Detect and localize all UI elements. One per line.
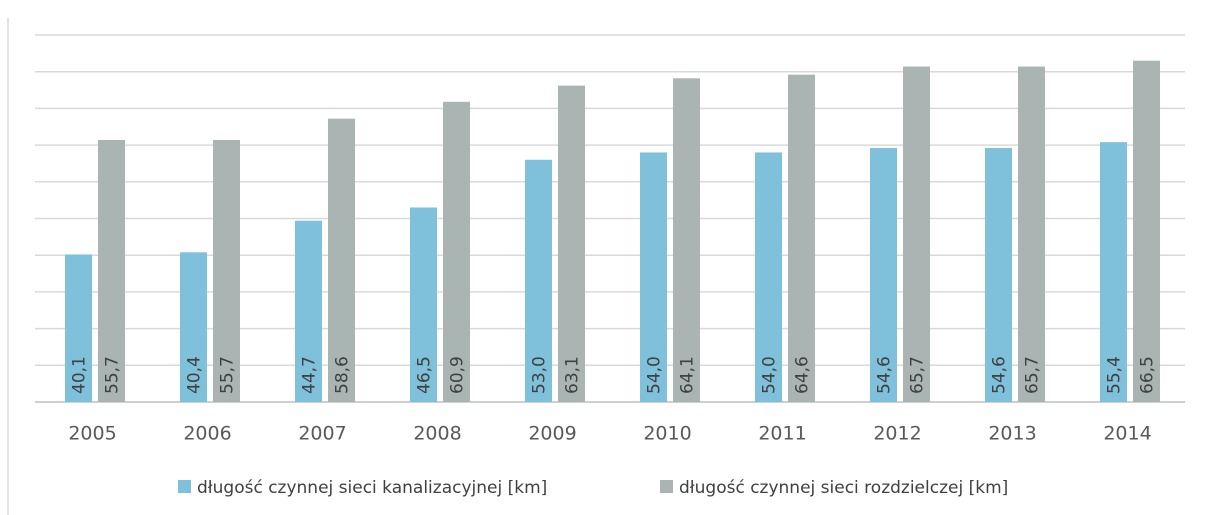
bar — [98, 139, 125, 402]
bar — [1133, 60, 1160, 402]
x-tick-label: 2008 — [413, 423, 461, 445]
legend-swatch — [660, 480, 673, 493]
x-tick-label: 2009 — [528, 423, 576, 445]
value-label: 64,1 — [678, 356, 698, 394]
value-label: 66,5 — [1138, 356, 1158, 394]
bar — [640, 152, 667, 402]
value-label: 44,7 — [300, 356, 320, 394]
value-label: 54,6 — [875, 356, 895, 394]
bar — [985, 148, 1012, 402]
legend-label: długość czynnej sieci kanalizacyjnej [km… — [197, 478, 547, 498]
x-tick-label: 2007 — [298, 423, 346, 445]
bar — [180, 252, 207, 402]
x-tick-label: 2006 — [183, 423, 231, 445]
bar — [788, 74, 815, 403]
bar — [213, 139, 240, 402]
x-tick-label: 2011 — [758, 423, 806, 445]
x-tick-label: 2005 — [68, 423, 116, 445]
value-label: 46,5 — [415, 356, 435, 394]
bar — [295, 220, 322, 402]
value-label: 64,6 — [793, 356, 813, 394]
value-label: 55,7 — [218, 356, 238, 394]
bar — [903, 66, 930, 402]
legend-swatch — [178, 480, 191, 493]
bar — [673, 78, 700, 402]
value-label: 60,9 — [448, 356, 468, 394]
x-tick-label: 2012 — [873, 423, 921, 445]
legend-label: długość czynnej sieci rozdzielczej [km] — [679, 478, 1008, 498]
value-label: 55,7 — [103, 356, 123, 394]
value-label: 55,4 — [1105, 356, 1125, 394]
bar — [558, 85, 585, 403]
value-label: 54,0 — [760, 356, 780, 394]
bar — [1018, 66, 1045, 402]
value-label: 58,6 — [333, 356, 353, 394]
value-label: 40,1 — [70, 356, 90, 394]
bar — [525, 159, 552, 402]
bar — [65, 254, 92, 402]
value-label: 53,0 — [530, 356, 550, 394]
bar — [1100, 142, 1127, 402]
x-tick-label: 2010 — [643, 423, 691, 445]
value-label: 65,7 — [1023, 356, 1043, 394]
bar — [328, 118, 355, 403]
bar — [443, 101, 470, 402]
value-label: 54,0 — [645, 356, 665, 394]
value-label: 65,7 — [908, 356, 928, 394]
bar — [755, 152, 782, 402]
bar — [870, 148, 897, 402]
x-tick-label: 2013 — [988, 423, 1036, 445]
bar — [410, 207, 437, 402]
value-label: 63,1 — [563, 356, 583, 394]
value-label: 54,6 — [990, 356, 1010, 394]
value-label: 40,4 — [185, 356, 205, 394]
x-tick-label: 2014 — [1103, 423, 1151, 445]
